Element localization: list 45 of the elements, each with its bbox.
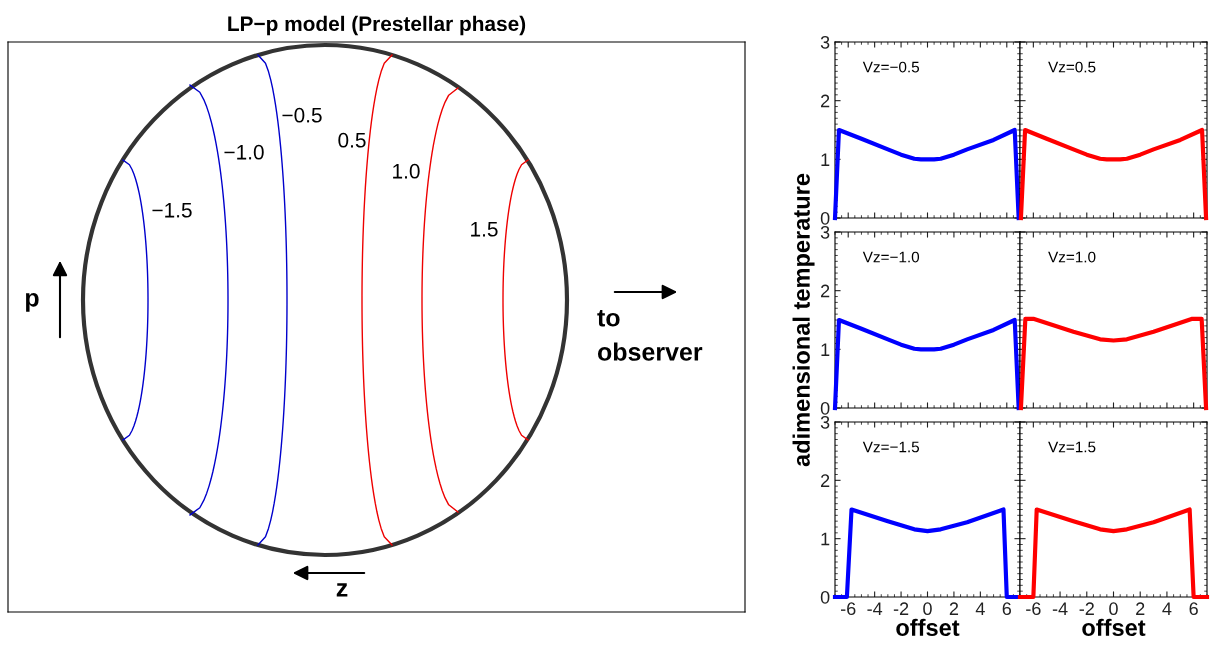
y-tick-label: 3 [820, 415, 830, 429]
y-tick-label: 3 [820, 35, 830, 49]
text: LP−p model (Prestellar phase) [228, 15, 526, 36]
annotation: Vz=1.5 [1048, 441, 1096, 453]
annotation: Vz=0.5 [1048, 61, 1096, 73]
x-tick-label: -2 [893, 602, 909, 615]
x-tick-label: -4 [1052, 602, 1068, 615]
annotation: Vz=1.0 [1048, 251, 1096, 263]
text: −1.0 [224, 144, 264, 160]
annotation: Vz=−1.5 [862, 441, 920, 453]
text: p [26, 292, 39, 312]
y-tick-label: 2 [821, 94, 830, 108]
y-tick-label: 1 [821, 343, 830, 356]
text: z [336, 583, 348, 597]
x-tick-label: 6 [1189, 602, 1198, 616]
y-tick-label: 0 [820, 590, 830, 604]
y-tick-label: 0 [820, 211, 830, 225]
text: −1.5 [152, 203, 192, 218]
x-axis-title: offset [896, 618, 960, 637]
x-tick-label: -4 [867, 602, 883, 615]
y-tick-label: 2 [821, 474, 830, 487]
x-tick-label: -6 [1026, 602, 1041, 616]
annotation: Vz=−0.5 [862, 61, 920, 73]
y-tick-label: 2 [821, 284, 830, 298]
text: to observer [597, 310, 703, 361]
text: −0.5 [282, 107, 322, 123]
annotation: Vz=−1.0 [862, 251, 920, 263]
x-tick-label: 2 [949, 602, 959, 615]
x-tick-label: 4 [975, 602, 985, 615]
x-tick-label: 0 [923, 602, 932, 616]
x-tick-label: -2 [1079, 602, 1094, 615]
y-tick-label: 0 [820, 401, 830, 415]
y-tick-label: 3 [820, 225, 830, 239]
x-tick-label: 6 [1002, 602, 1012, 616]
x-tick-label: 0 [1109, 602, 1118, 616]
x-tick-label: -6 [840, 602, 856, 616]
text: 1.0 [393, 163, 420, 179]
text: 1.5 [471, 222, 498, 237]
x-tick-label: 2 [1136, 602, 1145, 615]
y-tick-label: 1 [821, 532, 830, 546]
x-tick-label: 4 [1162, 602, 1172, 615]
text: 0.5 [338, 132, 366, 148]
y-tick-label: 1 [821, 153, 830, 166]
y-axis-title: adimensional temperature [792, 173, 815, 467]
x-axis-title: offset [1082, 618, 1146, 637]
